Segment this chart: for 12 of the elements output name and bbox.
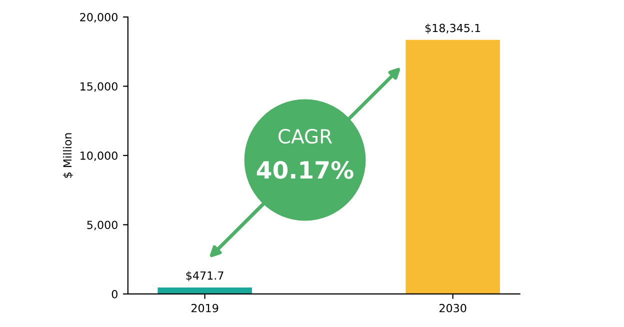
- x-tick-label: 2030: [440, 304, 466, 312]
- data-label: $471.7: [186, 271, 224, 282]
- y-tick-label: 0: [112, 290, 118, 298]
- data-label: $18,345.1: [425, 24, 480, 34]
- y-axis-title: $ Million: [63, 133, 74, 178]
- y-tick-label: 15,000: [80, 82, 118, 92]
- annotation: CAGR: [278, 128, 332, 144]
- y-tick-label: 5,000: [87, 220, 118, 230]
- annotation: 40.17%: [256, 160, 354, 179]
- x-tick-label: 2019: [191, 304, 218, 312]
- y-tick-label: 20,000: [80, 12, 118, 23]
- y-tick-label: 10,000: [80, 151, 118, 161]
